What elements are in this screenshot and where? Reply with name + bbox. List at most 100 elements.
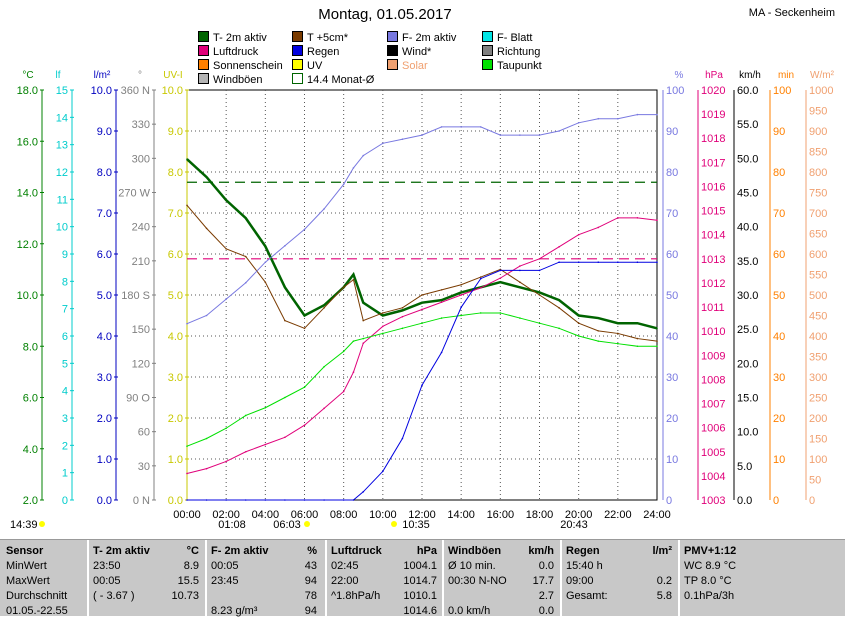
data-point: [323, 307, 325, 309]
legend-label: F- Blatt: [497, 32, 533, 44]
data-point: [499, 269, 502, 272]
footer-cell-value: 94: [304, 575, 317, 587]
data-point: [225, 427, 227, 430]
footer-row: ( - 3.67 ) 10.73: [93, 589, 203, 604]
axis-tick-press: 1020: [701, 85, 725, 97]
axis-tick-rain: 0.0: [97, 495, 112, 507]
legend-item: Solar: [387, 59, 428, 72]
legend-label: Sonnenschein: [213, 60, 283, 72]
sun-marker-left: [39, 521, 45, 527]
data-point: [264, 443, 267, 446]
footer-cell-label: 00:30 N-NO: [448, 575, 507, 587]
data-point: [382, 314, 384, 317]
footer-cell-label: TP 8.0 °C: [684, 575, 732, 587]
footer-row: [93, 604, 203, 619]
footer-cell-value: 1004.1: [403, 560, 437, 572]
legend-item: UV: [292, 59, 322, 72]
footer-column: Sensor MinWert MaxWert Durchschnitt 01.05.-2…: [6, 544, 86, 619]
footer-column: T- 2m aktiv °C 23:50 8.9 00:05 15.5 ( - 3.67 )…: [93, 544, 203, 619]
footer-row: 78: [211, 589, 321, 604]
data-point: [656, 340, 658, 342]
data-point: [303, 386, 306, 389]
axis-tick-leaf: 13: [56, 140, 68, 152]
axis-tick-uv: 3.0: [168, 372, 183, 384]
footer-cell-label: Windböen: [448, 545, 502, 557]
axis-unit-wind: km/h: [739, 70, 761, 81]
axis-unit-rain: l/m²: [94, 70, 111, 81]
axis-tick-hum: 100: [666, 85, 684, 97]
axis-tick-press: 1015: [701, 206, 725, 218]
axis-tick-uv: 1.0: [168, 454, 183, 466]
data-point: [440, 126, 443, 128]
axis-tick-solar: 50: [809, 475, 821, 487]
legend-label: 14.4 Monat-Ø: [307, 74, 375, 86]
axis-tick-temp: 16.0: [17, 136, 38, 148]
footer-cell-label: Regen: [566, 545, 600, 557]
data-point: [577, 314, 580, 317]
footer-row: Ø 10 min. 0.0: [448, 559, 558, 574]
axis-tick-press: 1012: [701, 278, 725, 290]
axis-tick-wind: 25.0: [737, 324, 758, 336]
data-point: [352, 340, 355, 342]
footer-cell-value: %: [307, 545, 317, 557]
legend-swatch: [482, 31, 493, 42]
data-point: [244, 281, 247, 284]
axis-tick-wind: 10.0: [737, 427, 758, 439]
axis-tick-temp: 4.0: [23, 444, 38, 456]
axis-tick-press: 1007: [701, 399, 725, 411]
footer-cell-label: 8.23 g/m³: [211, 605, 258, 617]
data-point: [382, 142, 384, 145]
noon-label: 10:35: [402, 519, 430, 531]
axis-tick-solar: 450: [809, 311, 827, 323]
data-point: [342, 286, 345, 289]
data-point: [244, 499, 247, 501]
data-point: [401, 327, 404, 330]
axis-tick-solar: 200: [809, 413, 827, 425]
data-point: [225, 248, 227, 250]
data-point: [597, 261, 600, 264]
axis-tick-solar: 100: [809, 454, 827, 466]
footer-column: Windböen km/h Ø 10 min. 0.0 00:30 N-NO 17.7 2.…: [448, 544, 558, 619]
footer-cell-value: 0.2: [656, 575, 672, 587]
series-line: [186, 312, 657, 447]
axis-tick-sun: 20: [773, 413, 785, 425]
data-point: [597, 340, 600, 342]
data-point: [499, 277, 502, 279]
axis-tick-solar: 400: [809, 331, 827, 343]
legend-swatch: [292, 59, 303, 70]
footer-cell-value: 1014.6: [403, 605, 437, 617]
data-point: [577, 335, 580, 337]
data-point: [244, 414, 247, 417]
data-point: [205, 499, 208, 501]
axis-tick-leaf: 10: [56, 222, 68, 234]
legend-item: Sonnenschein: [198, 59, 283, 72]
axis-tick-wind: 35.0: [737, 256, 758, 268]
data-point: [401, 437, 404, 440]
data-point: [656, 219, 658, 222]
data-point: [460, 306, 462, 309]
axis-tick-leaf: 0: [62, 495, 68, 507]
legend-item: Wind*: [387, 45, 431, 58]
axis-tick-hum: 50: [666, 290, 678, 302]
footer-row: 22:00 1014.7: [331, 574, 441, 589]
footer-cell-label: ( - 3.67 ): [93, 590, 135, 602]
axis-tick-solar: 500: [809, 290, 827, 302]
footer-cell-value: 43: [304, 560, 317, 572]
legend-item: Windböen: [198, 73, 263, 86]
axis-tick-dir: 330: [132, 119, 150, 131]
data-point: [284, 499, 286, 501]
data-point: [352, 167, 355, 169]
data-point: [460, 126, 462, 128]
data-point: [656, 327, 658, 330]
x-tick-label: 06:00: [291, 509, 319, 521]
legend-swatch: [198, 73, 209, 84]
footer-cell-label: 02:45: [331, 560, 359, 572]
x-tick-label: 16:00: [487, 509, 515, 521]
footer-cell-value: 0.0: [538, 560, 554, 572]
footer-row: ^1.8hPa/h 1010.1: [331, 589, 441, 604]
axis-tick-hum: 60: [666, 249, 678, 261]
axis-tick-sun: 100: [773, 85, 791, 97]
footer-cell-label: 23:45: [211, 575, 239, 587]
data-point: [519, 269, 521, 272]
sunset-label: 20:43: [560, 519, 588, 531]
